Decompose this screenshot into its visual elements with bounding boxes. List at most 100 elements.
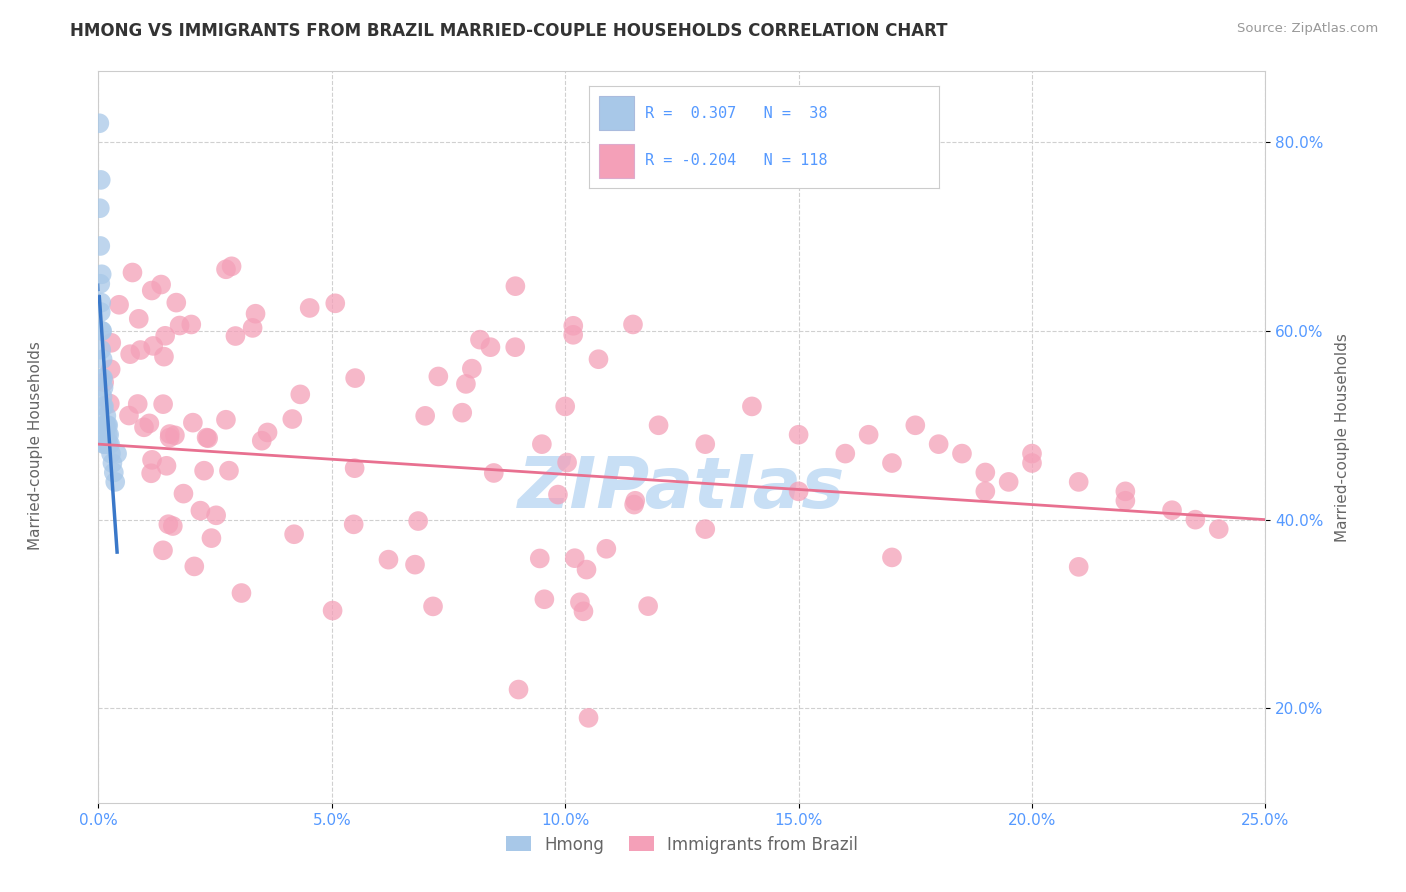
Point xyxy=(153,328,176,343)
Point xyxy=(508,682,530,697)
Point xyxy=(89,201,111,215)
Point xyxy=(695,437,717,451)
Point xyxy=(159,427,181,442)
Point xyxy=(242,321,264,335)
Point xyxy=(200,531,222,545)
Point xyxy=(413,409,436,423)
Point xyxy=(129,343,152,357)
Point xyxy=(245,307,267,321)
Point xyxy=(695,522,717,536)
Text: Married-couple Households: Married-couple Households xyxy=(28,342,42,550)
Point xyxy=(997,475,1019,489)
Point xyxy=(377,552,399,566)
Point xyxy=(1067,559,1090,574)
Point xyxy=(90,343,112,357)
Point xyxy=(98,437,121,451)
Point xyxy=(155,458,177,473)
Point xyxy=(928,437,950,451)
Point xyxy=(165,295,187,310)
Point xyxy=(181,416,204,430)
Point xyxy=(588,352,610,367)
Point xyxy=(406,514,429,528)
Point xyxy=(904,418,927,433)
Point xyxy=(974,466,997,480)
Point xyxy=(197,431,219,445)
Point xyxy=(138,417,160,431)
Point xyxy=(215,262,238,277)
Point xyxy=(343,461,366,475)
Point xyxy=(100,447,122,461)
Point xyxy=(451,406,474,420)
Point xyxy=(91,371,114,385)
Point xyxy=(503,340,526,354)
Y-axis label: Married-couple Households: Married-couple Households xyxy=(1334,333,1350,541)
Point xyxy=(157,517,180,532)
Point xyxy=(290,387,312,401)
Point xyxy=(461,361,484,376)
Point xyxy=(858,427,880,442)
Point xyxy=(91,371,114,385)
Point xyxy=(104,475,127,489)
Point xyxy=(250,434,273,448)
Point xyxy=(169,318,191,333)
Point xyxy=(96,437,118,451)
Point xyxy=(547,487,569,501)
Point xyxy=(343,517,366,532)
Point xyxy=(97,418,120,433)
Point xyxy=(90,267,112,281)
Point xyxy=(572,604,595,618)
Point xyxy=(141,284,163,298)
Text: HMONG VS IMMIGRANTS FROM BRAZIL MARRIED-COUPLE HOUSEHOLDS CORRELATION CHART: HMONG VS IMMIGRANTS FROM BRAZIL MARRIED-… xyxy=(70,22,948,40)
Point xyxy=(91,400,114,414)
Point xyxy=(91,324,114,338)
Point xyxy=(127,397,149,411)
Point xyxy=(1021,447,1043,461)
Point xyxy=(121,266,143,280)
Point xyxy=(427,369,450,384)
Point xyxy=(595,541,617,556)
Point xyxy=(90,173,112,187)
Point xyxy=(163,428,186,442)
Point xyxy=(256,425,278,440)
Point xyxy=(231,586,253,600)
Point xyxy=(404,558,426,572)
Point xyxy=(93,418,115,433)
Point xyxy=(298,301,321,315)
Point xyxy=(468,333,491,347)
Point xyxy=(103,466,125,480)
Point xyxy=(139,467,162,481)
Point xyxy=(555,456,578,470)
Point xyxy=(150,277,173,292)
Point xyxy=(159,431,181,445)
Point xyxy=(1067,475,1090,489)
Point xyxy=(454,376,477,391)
Point xyxy=(1208,522,1230,536)
Point xyxy=(834,447,856,461)
Point xyxy=(623,498,645,512)
Point xyxy=(205,508,228,523)
Point xyxy=(564,551,586,566)
Point xyxy=(578,711,600,725)
Point xyxy=(193,464,215,478)
Point xyxy=(93,380,115,394)
Point xyxy=(283,527,305,541)
Point xyxy=(172,486,194,500)
Point xyxy=(142,339,165,353)
Point xyxy=(533,592,555,607)
Point xyxy=(162,519,184,533)
Point xyxy=(479,340,502,354)
Point xyxy=(1021,456,1043,470)
Point xyxy=(1161,503,1184,517)
Point xyxy=(89,116,111,130)
Point xyxy=(93,376,115,390)
Legend: Hmong, Immigrants from Brazil: Hmong, Immigrants from Brazil xyxy=(499,829,865,860)
Point xyxy=(96,409,118,423)
Point xyxy=(96,418,118,433)
Point xyxy=(183,559,205,574)
Point xyxy=(224,329,246,343)
Point xyxy=(100,335,122,350)
Point xyxy=(281,412,304,426)
Point xyxy=(98,427,121,442)
Point xyxy=(323,296,346,310)
Point xyxy=(787,484,810,499)
